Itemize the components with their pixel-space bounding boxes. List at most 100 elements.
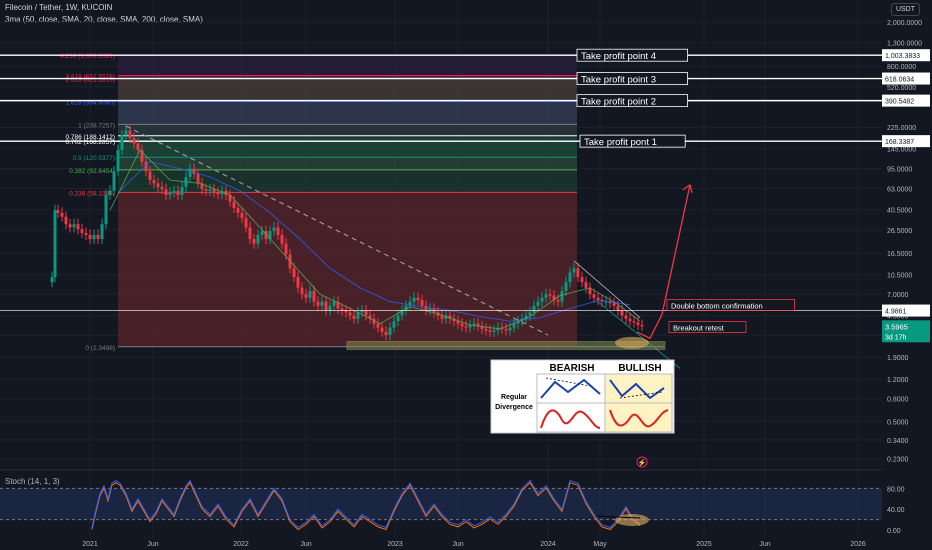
candle-body: [248, 227, 252, 240]
fib-level-label: 1 (238.7257): [78, 122, 115, 129]
price-candle: [560, 285, 564, 307]
candle-body: [532, 305, 536, 313]
price-candle: [304, 288, 308, 303]
price-candle: [168, 186, 172, 201]
price-candle: [324, 296, 328, 316]
candle-body: [60, 212, 64, 217]
fib-level-label: 0.382 (92.6454): [69, 168, 115, 175]
candle-body: [316, 301, 320, 306]
candle-body: [156, 183, 160, 187]
candle-body: [440, 315, 444, 319]
price-candle: [480, 320, 484, 335]
price-tick-label: 95.0000: [887, 167, 912, 174]
candle-body: [96, 234, 100, 240]
stoch-label: Stoch (14, 1, 3): [5, 477, 60, 486]
price-candle: [312, 285, 316, 307]
candle-body: [400, 310, 404, 316]
price-tick-label: 10.5000: [887, 273, 912, 280]
price-candle: [208, 183, 212, 196]
price-candle: [180, 181, 184, 201]
candle-body: [364, 310, 368, 316]
price-candle: [404, 300, 408, 316]
price-candle: [292, 262, 296, 283]
price-candle: [60, 207, 64, 222]
fib-zone: [118, 135, 577, 142]
price-candle: [68, 218, 72, 233]
breakout-retest-label: Breakout retest: [673, 324, 725, 333]
price-candle: [552, 290, 556, 306]
axis-price-marker: [882, 72, 930, 85]
candle-body: [536, 301, 540, 306]
candle-body: [216, 192, 220, 195]
candle-body: [50, 277, 54, 283]
price-candle: [484, 323, 488, 336]
candle-body: [168, 192, 172, 195]
candle-body: [108, 190, 112, 195]
price-candle: [280, 229, 284, 249]
price-candle: [296, 271, 300, 293]
candle-body: [276, 227, 280, 235]
fib-zone: [118, 169, 577, 193]
price-candle: [316, 296, 320, 311]
flash-icon-glyph: ⚡: [638, 458, 647, 467]
flash-icon: [636, 456, 648, 468]
price-candle: [320, 296, 324, 311]
price-candle: [332, 296, 336, 311]
fib-level-label: 0.5 (120.5377): [73, 155, 115, 162]
candle-body: [80, 229, 84, 233]
price-tick-label: 63.0000: [887, 186, 912, 193]
bottom-highlight: [615, 336, 649, 349]
price-candle: [564, 276, 568, 296]
price-candle: [116, 144, 120, 177]
double-bottom-label-box: [666, 298, 795, 311]
candle-body: [53, 210, 57, 278]
price-candle: [592, 288, 596, 303]
price-tick-label: 1.2000: [887, 377, 909, 384]
price-candle: [420, 294, 424, 311]
axis-price-marker: [882, 135, 930, 148]
price-candle: [252, 233, 256, 249]
price-candle: [256, 229, 260, 249]
price-candle: [136, 138, 140, 156]
price-candle: [628, 313, 632, 327]
candle-body: [292, 268, 296, 278]
axis-level-marker: [882, 304, 930, 317]
price-candle: [148, 165, 152, 186]
candle-body: [228, 194, 232, 202]
candle-body: [280, 234, 284, 244]
candle-body: [488, 330, 492, 332]
candle-body: [164, 189, 168, 195]
candle-body: [196, 174, 200, 184]
candle-body: [336, 301, 340, 309]
price-candle: [164, 183, 168, 201]
candle-body: [272, 227, 276, 232]
currency-selector[interactable]: USDT: [890, 3, 920, 16]
time-tick-label: 2023: [387, 541, 403, 548]
candle-body: [508, 327, 512, 331]
price-candle: [72, 218, 76, 233]
price-candle: [624, 310, 628, 324]
candle-body: [492, 330, 496, 332]
time-tick-label: Jun: [452, 541, 463, 548]
price-candle: [112, 165, 116, 196]
fib-zone: [118, 78, 577, 102]
legend-row-label: Regular: [501, 394, 527, 401]
price-candle: [212, 183, 216, 198]
candle-body: [104, 194, 108, 225]
price-candle: [260, 225, 264, 240]
candle-body: [412, 297, 416, 302]
candle-body: [144, 161, 148, 172]
candle-body: [224, 190, 228, 195]
price-candle: [352, 310, 356, 324]
price-candle: [532, 300, 536, 318]
fib-level-label: 1.618 (384.8060): [65, 99, 115, 106]
candle-body: [192, 168, 196, 175]
price-candle: [76, 218, 80, 235]
time-tick-label: 2022: [233, 541, 249, 548]
candle-body: [524, 315, 528, 319]
take-profit-label-box: [576, 72, 688, 85]
time-tick-label: 2025: [696, 541, 712, 548]
take-profit-label: Take profit pont 1: [584, 137, 657, 148]
axis-price-marker-label: 390.5482: [885, 99, 914, 106]
